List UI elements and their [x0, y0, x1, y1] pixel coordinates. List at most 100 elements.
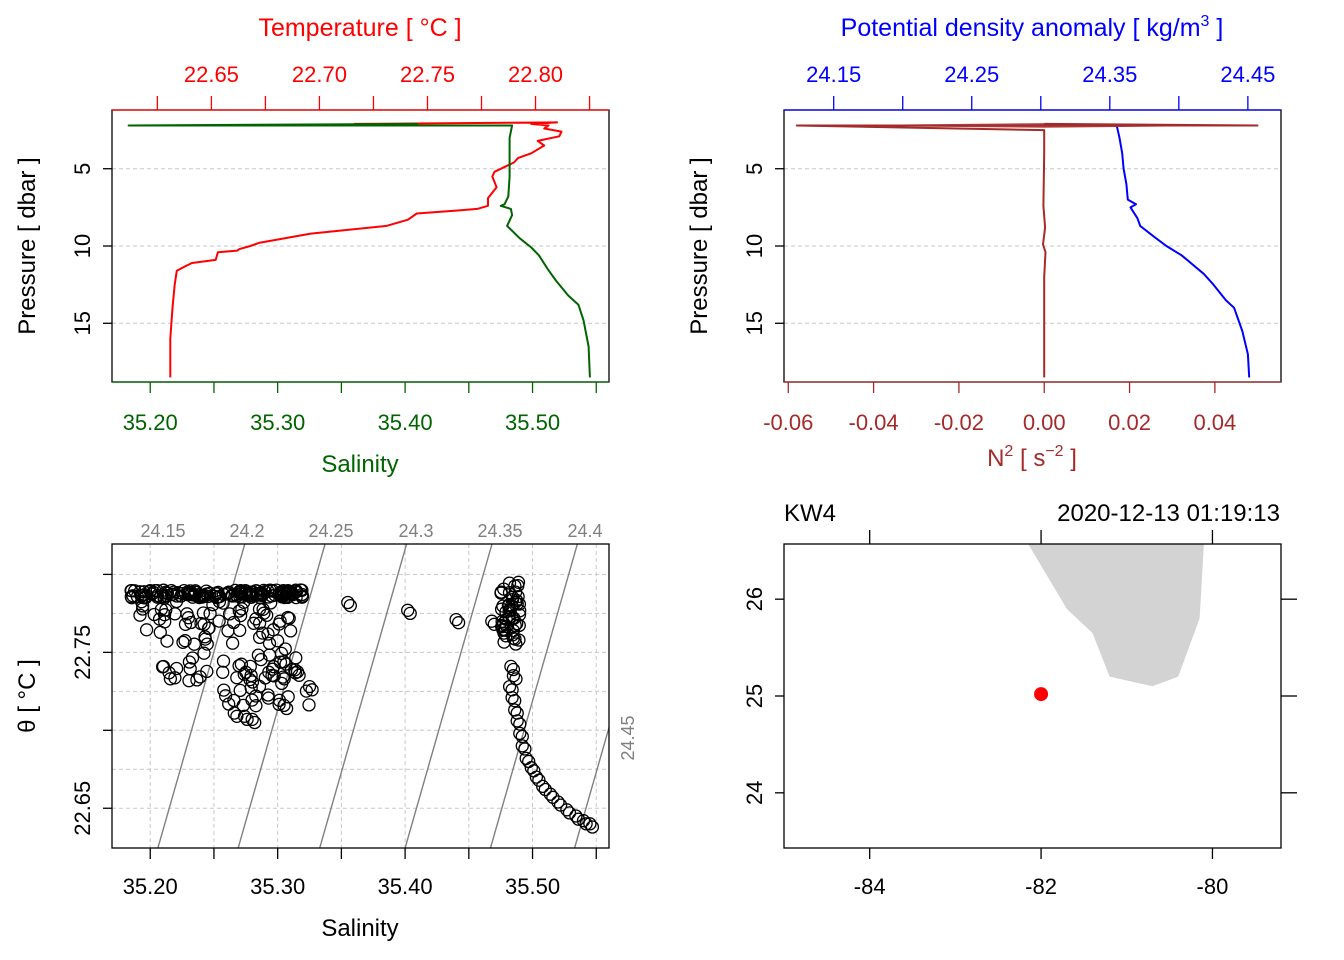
theta-s-point	[511, 575, 526, 589]
theta-s-point	[160, 589, 174, 603]
salinity-tick-label: 35.30	[250, 874, 305, 899]
theta-s-point	[343, 598, 357, 613]
theta-s-point	[538, 782, 552, 797]
ts-profile-panel: Temperature [ °C ] 22.65 22.70 22.75 22.80 …	[14, 14, 610, 478]
salinity-tick-label: 35.40	[378, 410, 433, 435]
theta-s-point	[240, 712, 254, 727]
theta-s-point	[583, 817, 597, 831]
n2-profile-line	[795, 122, 1259, 378]
theta-s-point	[513, 604, 527, 618]
theta-s-point	[200, 664, 214, 679]
theta-s-point	[185, 651, 200, 665]
theta-s-point	[276, 670, 290, 684]
theta-s-point	[227, 706, 241, 720]
density-contour	[157, 544, 246, 848]
theta-s-point	[225, 636, 240, 650]
theta-s-point	[560, 803, 574, 817]
theta-s-point	[569, 809, 583, 823]
density-contour-label: 24.3	[398, 521, 433, 541]
theta-s-point	[510, 616, 524, 631]
theta-s-point	[302, 679, 317, 694]
latitude-tick-label: 26	[742, 587, 767, 611]
density-contour-label: 24.15	[140, 521, 185, 541]
longitude-tick-label: -80	[1197, 874, 1229, 899]
salinity-tick-label: 35.50	[505, 874, 560, 899]
theta-s-point	[199, 587, 214, 601]
theta-s-point	[160, 634, 174, 648]
theta-s-point	[504, 659, 518, 674]
pressure-tick-label: 5	[742, 163, 767, 175]
theta-s-point	[515, 739, 529, 753]
pressure-axis-title: Pressure [ dbar ]	[14, 157, 41, 334]
theta-s-point	[251, 648, 266, 662]
theta-s-point	[220, 587, 234, 601]
theta-s-point	[187, 637, 201, 651]
theta-s-point	[177, 583, 191, 598]
theta-s-point	[497, 626, 511, 640]
theta-s-point	[237, 709, 252, 723]
theta-s-point	[277, 698, 291, 713]
theta-s-point	[249, 699, 263, 713]
theta-s-point	[163, 672, 178, 686]
theta-s-point	[277, 672, 291, 686]
temperature-tick-label: 22.80	[508, 62, 563, 87]
theta-s-point	[233, 623, 247, 638]
theta-s-point	[562, 806, 577, 820]
theta-s-point	[502, 576, 517, 590]
n2-tick-label: -0.06	[763, 410, 813, 435]
theta-s-point	[513, 726, 527, 741]
theta-s-point	[536, 779, 550, 794]
theta-s-point	[178, 634, 192, 648]
density-contour	[489, 544, 579, 848]
theta-s-point	[261, 590, 276, 604]
theta-s-point	[510, 714, 524, 728]
theta-s-point	[252, 616, 267, 630]
theta-s-point	[274, 646, 289, 661]
theta-s-point	[178, 617, 193, 631]
theta-s-point	[197, 646, 211, 660]
salinity-tick-label: 35.40	[378, 874, 433, 899]
theta-s-point	[233, 585, 248, 599]
n2-tick-label: -0.02	[934, 410, 984, 435]
theta-s-point	[135, 602, 150, 616]
theta-s-point	[216, 665, 230, 679]
map-plot-frame	[783, 543, 1282, 849]
theta-s-point	[546, 790, 560, 804]
theta-s-point	[182, 655, 197, 669]
latitude-tick-label: 25	[742, 684, 767, 708]
n2-tick-label: 0.02	[1108, 410, 1151, 435]
theta-s-point	[302, 698, 316, 712]
theta-s-point	[230, 671, 244, 685]
theta-s-point	[585, 820, 600, 834]
theta-s-point	[203, 606, 217, 621]
density-tick-label: 24.45	[1220, 62, 1275, 87]
theta-s-point	[232, 604, 246, 618]
theta-s-point	[252, 630, 267, 645]
longitude-tick-label: -84	[854, 874, 886, 899]
sigma-profile-line	[824, 124, 1251, 378]
theta-s-point	[225, 589, 240, 603]
density-contour-label: 24.4	[567, 521, 602, 541]
density-contour	[318, 544, 408, 848]
coastline-land-polygon	[1028, 544, 1204, 687]
map-panel: -84 -82 -80 24 25 26 KW4 2020-12-13 01:19:13	[742, 500, 1297, 899]
theta-s-point	[513, 717, 527, 731]
theta-s-point	[576, 814, 591, 828]
theta-s-point	[234, 657, 249, 671]
n2-axis-title: N2 [ s−2 ]	[987, 443, 1077, 472]
theta-s-point	[509, 637, 523, 651]
pressure-tick-label: 15	[742, 311, 767, 335]
theta-axis-title: θ [ °C ]	[14, 659, 41, 733]
theta-s-point	[265, 662, 280, 676]
pressure-tick-label: 5	[70, 163, 95, 175]
theta-s-point	[403, 606, 417, 621]
theta-s-point	[133, 608, 147, 622]
density-contour	[237, 544, 326, 848]
theta-s-point	[261, 688, 275, 702]
theta-s-point	[551, 795, 565, 809]
theta-s-point	[288, 663, 302, 677]
theta-tick-label: 22.65	[70, 781, 95, 836]
theta-s-point	[254, 652, 268, 667]
theta-s-point	[502, 603, 516, 617]
theta-s-point	[237, 595, 251, 609]
